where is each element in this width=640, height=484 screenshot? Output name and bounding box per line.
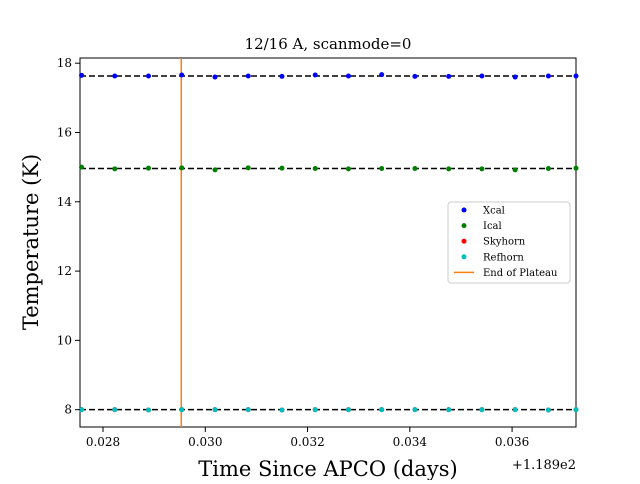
point-refhorn-1 [112,407,118,413]
point-xcal-6 [279,73,285,79]
point-xcal-8 [345,73,351,79]
legend-label-xcal: Xcal [483,206,505,217]
x-tick-label-2: 0.032 [290,435,324,449]
point-xcal-0 [79,72,85,78]
y-axis-label: Temperature (K) [19,154,43,330]
x-tick-label-1: 0.030 [188,435,222,449]
legend: Xcal Ical Skyhorn Refhorn End of Plateau [447,201,571,284]
y-axis-ticks: 8 10 12 14 16 18 [57,56,80,417]
point-xcal-15 [573,73,579,79]
legend-marker-xcal [461,207,467,213]
point-ical-14 [545,166,551,172]
point-refhorn-7 [312,407,318,413]
point-ical-10 [412,166,418,172]
reference-lines [80,75,576,411]
point-xcal-5 [245,73,251,79]
point-xcal-14 [545,73,551,79]
legend-marker-refhorn [461,254,467,260]
y-tick-label-5: 18 [57,56,72,70]
legend-label-skyhorn: Skyhorn [483,237,526,248]
plot-area-frame [79,57,577,428]
legend-label-refhorn: Refhorn [483,252,524,263]
point-xcal-1 [112,73,118,79]
point-xcal-13 [512,74,518,80]
point-refhorn-6 [279,407,285,413]
legend-frame [447,201,571,284]
point-refhorn-3 [179,407,185,413]
point-refhorn-14 [545,407,551,413]
point-xcal-4 [212,74,218,80]
y-tick-label-0: 8 [64,403,72,417]
point-xcal-2 [146,73,152,79]
x-tick-label-4: 0.036 [495,435,529,449]
point-ical-15 [573,165,579,171]
point-ical-7 [312,166,318,172]
y-tick-label-3: 14 [57,195,73,209]
point-ical-3 [179,165,185,171]
point-refhorn-4 [212,407,218,413]
legend-marker-skyhorn [461,238,467,244]
point-refhorn-9 [379,407,385,413]
point-refhorn-8 [345,407,351,413]
point-xcal-11 [446,73,452,79]
y-tick-label-1: 10 [57,333,72,347]
point-ical-4 [212,167,218,173]
y-tick-label-4: 16 [57,125,72,139]
point-refhorn-0 [79,407,85,413]
point-ical-13 [512,167,518,173]
legend-label-end-of-plateau: End of Plateau [483,268,558,279]
point-ical-1 [112,166,118,172]
point-ical-11 [446,166,452,172]
point-xcal-9 [379,72,385,78]
point-xcal-10 [412,73,418,79]
y-tick-label-2: 12 [57,264,72,278]
data-points [79,72,579,413]
point-xcal-12 [479,73,485,79]
chart-title: 12/16 A, scanmode=0 [245,35,412,53]
point-ical-2 [146,165,152,171]
legend-label-ical: Ical [483,221,502,232]
legend-marker-ical [461,223,467,229]
point-refhorn-15 [573,407,579,413]
point-ical-9 [379,166,385,172]
point-refhorn-13 [512,407,518,413]
x-tick-label-3: 0.034 [393,435,428,449]
x-axis-label: Time Since APCO (days) [198,457,457,480]
point-refhorn-5 [245,407,251,413]
x-axis-ticks: 0.028 0.030 0.032 0.034 0.036 [86,427,529,449]
point-refhorn-11 [446,407,452,413]
point-refhorn-12 [479,407,485,413]
point-ical-5 [245,165,251,171]
point-xcal-3 [179,72,185,78]
point-refhorn-2 [146,407,152,413]
point-ical-12 [479,166,485,172]
point-ical-6 [279,165,285,171]
point-xcal-7 [312,72,318,78]
x-axis-offset-label: +1.189e2 [512,458,576,473]
x-tick-label-0: 0.028 [86,435,120,449]
point-refhorn-10 [412,407,418,413]
point-ical-0 [79,164,85,170]
point-ical-8 [345,166,351,172]
